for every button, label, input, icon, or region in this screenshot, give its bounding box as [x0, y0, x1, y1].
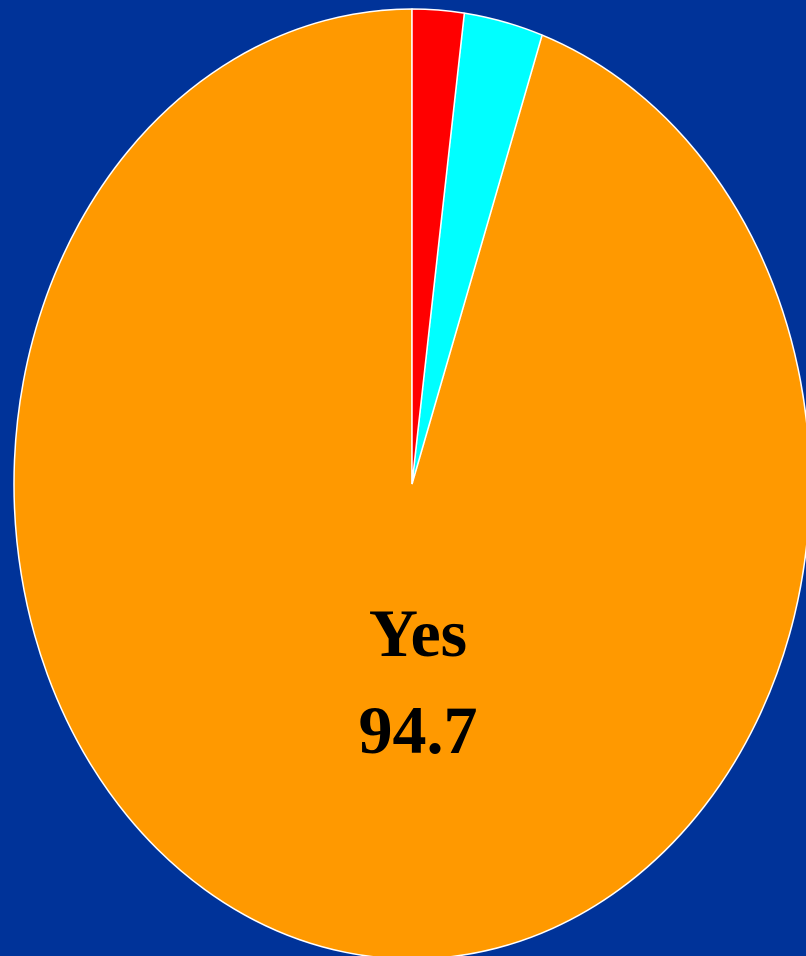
pie-slice-yes — [13, 8, 806, 956]
pie-slice-slice-2 — [411, 8, 466, 485]
slice-label-yes: Yes — [369, 595, 467, 671]
pie-slices — [13, 8, 806, 956]
slice-value-yes: 94.7 — [359, 692, 478, 768]
